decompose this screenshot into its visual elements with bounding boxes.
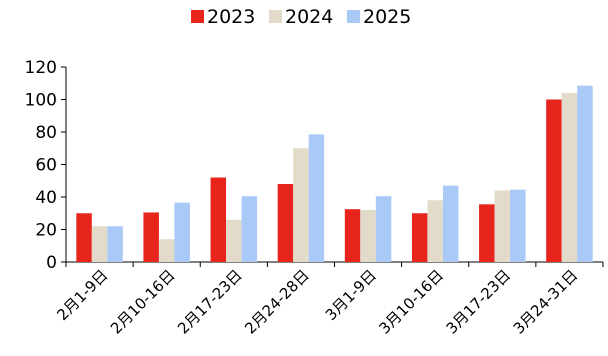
y-tick-label: 20: [35, 221, 57, 241]
bar-2024: [226, 219, 242, 262]
legend-label: 2024: [285, 6, 333, 28]
legend-swatch: [347, 10, 360, 23]
bar-2023: [210, 177, 227, 262]
bar-2023: [546, 99, 562, 262]
x-tick-label: 3月10-16日: [375, 266, 447, 338]
bar-2023: [479, 204, 495, 262]
y-tick-label: 120: [25, 58, 57, 78]
bar-2025: [577, 85, 593, 262]
bar-2023: [76, 213, 92, 262]
bar-2025: [375, 196, 392, 262]
bar-2023: [344, 209, 361, 262]
legend-item-2024: 2024: [269, 6, 333, 28]
legend-item-2023: 2023: [191, 6, 255, 28]
y-tick-label: 40: [35, 188, 57, 208]
y-tick-label: 60: [35, 156, 57, 176]
bar-2025: [308, 134, 325, 262]
legend-label: 2023: [207, 6, 255, 28]
legend-swatch: [269, 10, 282, 23]
bar-2024: [427, 200, 443, 262]
bars: [76, 85, 593, 262]
x-tick-label: 3月17-23日: [443, 266, 515, 338]
y-tick-label: 0: [46, 253, 57, 273]
bar-2024: [158, 239, 175, 262]
bar-2024: [494, 190, 511, 262]
legend-label: 2025: [363, 6, 411, 28]
x-tick-label: 2月10-16日: [107, 266, 179, 338]
bar-2025: [442, 185, 459, 262]
y-tick-label: 100: [25, 91, 57, 111]
x-tick-label: 2月17-23日: [174, 266, 246, 338]
bar-2024: [561, 93, 578, 262]
legend: 2023 2024 2025: [191, 6, 411, 28]
x-tick-label: 3月1-9日: [322, 266, 380, 324]
y-tick-label: 80: [35, 123, 57, 143]
bar-2024: [360, 210, 376, 262]
bar-2023: [411, 213, 428, 262]
bar-2025: [241, 196, 258, 262]
bar-2023: [277, 184, 294, 262]
bar-2024: [293, 148, 309, 262]
bar-2025: [510, 189, 526, 262]
x-tick-label: 2月1-9日: [53, 266, 111, 324]
x-tick-label: 2月24-28日: [241, 266, 313, 338]
bar-2024: [91, 226, 108, 262]
legend-swatch: [191, 10, 204, 23]
bar-2025: [174, 202, 190, 262]
x-tick-label: 3月24-31日: [510, 266, 582, 338]
bar-2025: [107, 226, 123, 262]
legend-item-2025: 2025: [347, 6, 411, 28]
bar-2023: [143, 212, 159, 262]
